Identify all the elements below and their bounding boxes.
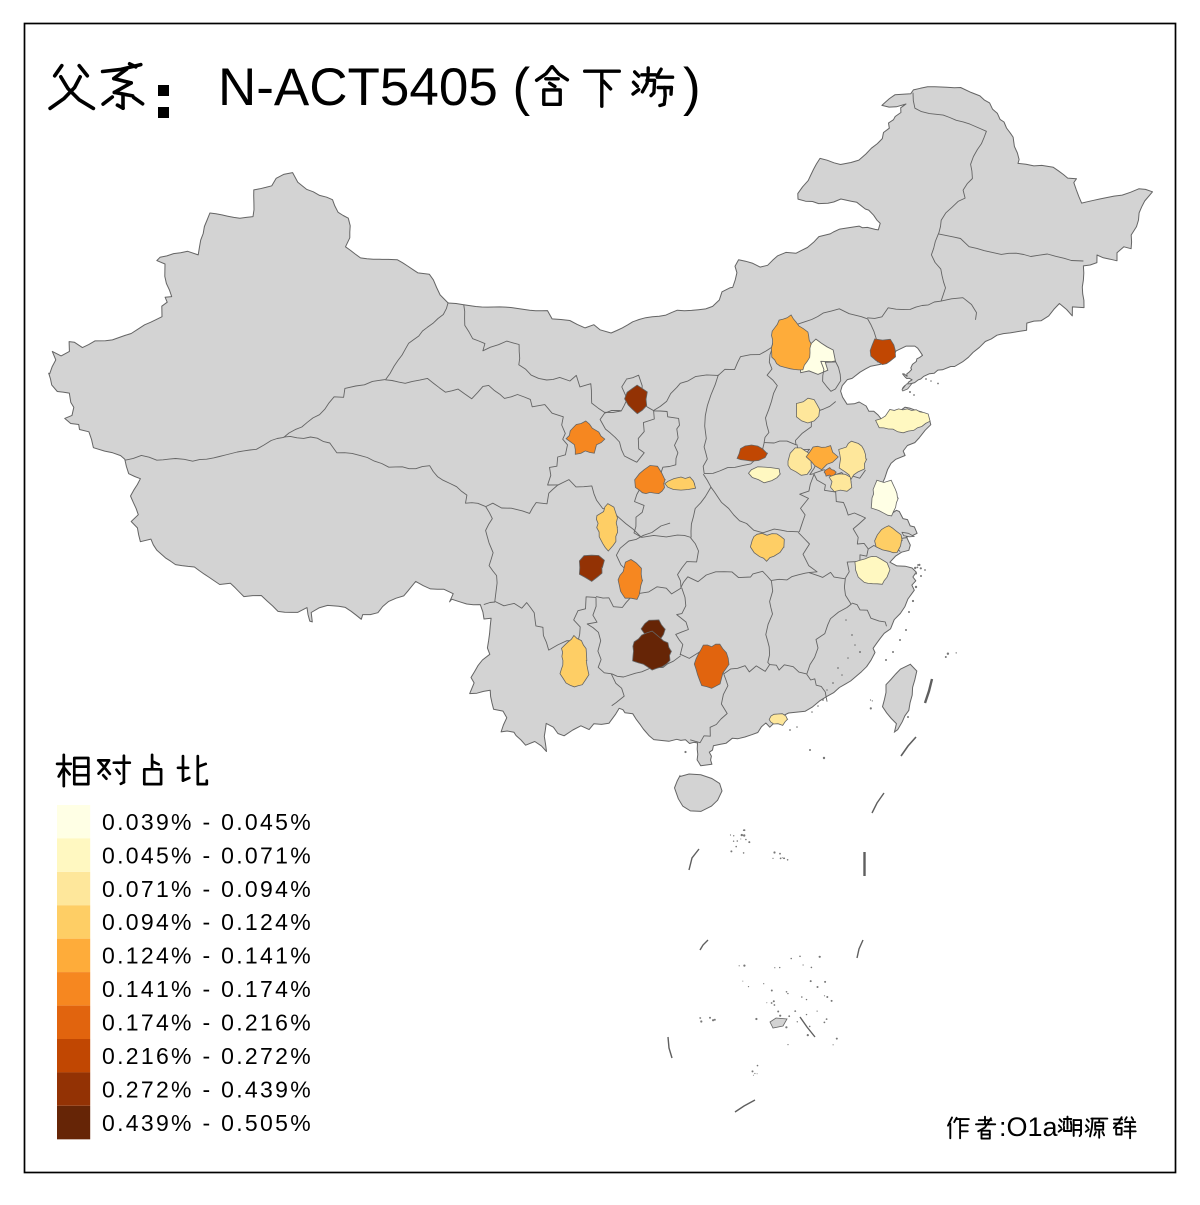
svg-text:0.174% - 0.216%: 0.174% - 0.216% xyxy=(102,1010,313,1036)
svg-text:0.439% - 0.505%: 0.439% - 0.505% xyxy=(102,1110,313,1136)
svg-text:0.124% - 0.141%: 0.124% - 0.141% xyxy=(102,943,313,969)
svg-text:0.045% - 0.071%: 0.045% - 0.071% xyxy=(102,842,313,868)
svg-text::O1a: :O1a xyxy=(999,1112,1059,1142)
svg-text:): ) xyxy=(683,58,701,117)
svg-text:0.094% - 0.124%: 0.094% - 0.124% xyxy=(102,909,313,935)
svg-text:0.071% - 0.094%: 0.071% - 0.094% xyxy=(102,876,313,902)
svg-text:0.141% - 0.174%: 0.141% - 0.174% xyxy=(102,976,313,1002)
svg-text:0.272% - 0.439%: 0.272% - 0.439% xyxy=(102,1076,313,1102)
svg-text:N-ACT5405 (: N-ACT5405 ( xyxy=(218,58,531,117)
svg-text:0.216% - 0.272%: 0.216% - 0.272% xyxy=(102,1043,313,1069)
svg-text:0.039% - 0.045%: 0.039% - 0.045% xyxy=(102,809,313,835)
